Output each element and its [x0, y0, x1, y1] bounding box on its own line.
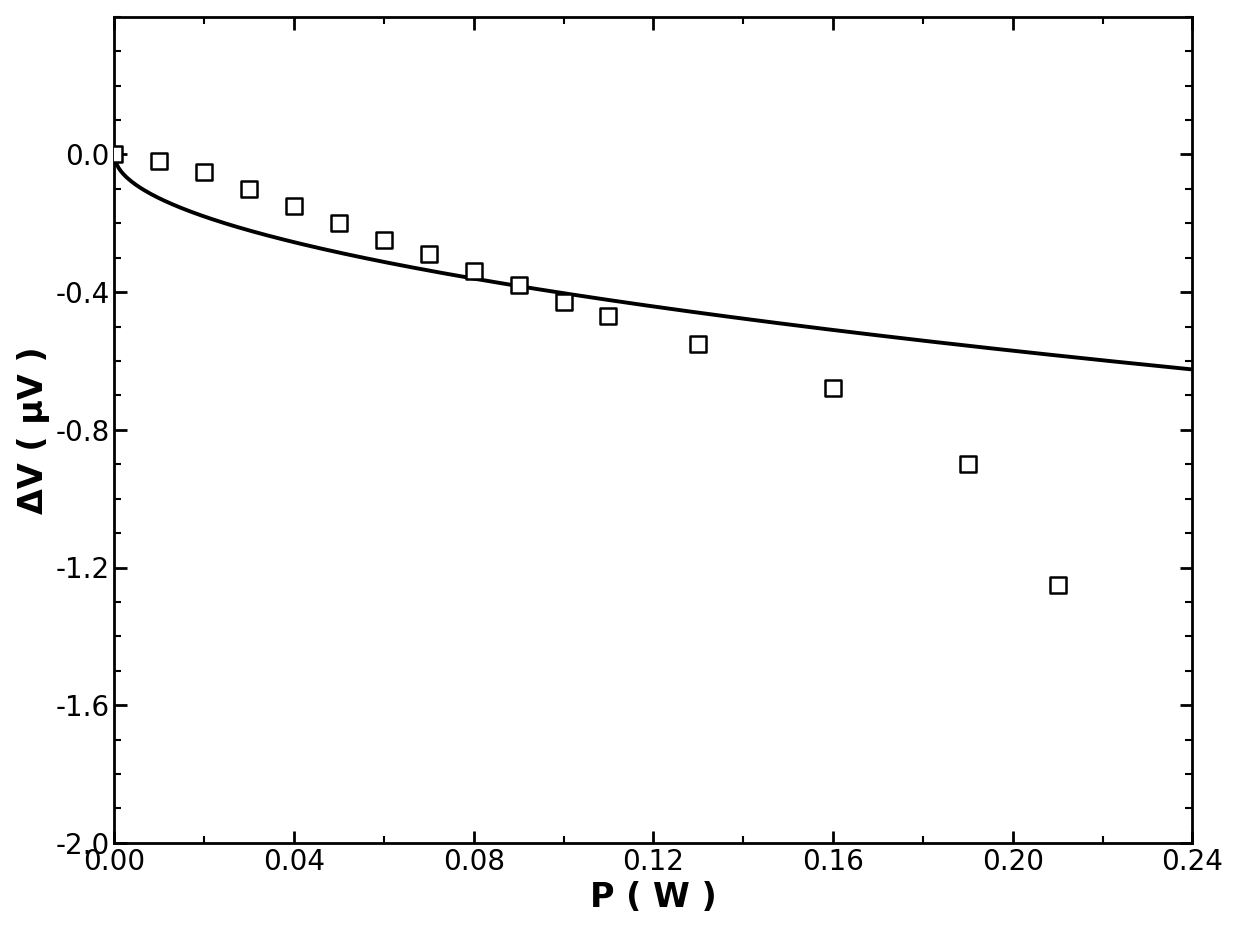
Point — [688, 336, 708, 351]
X-axis label: P ( W ): P ( W ) — [590, 882, 717, 914]
Point — [195, 164, 215, 179]
Point — [104, 147, 124, 162]
Point — [553, 295, 573, 310]
Point — [957, 457, 977, 472]
Point — [599, 309, 619, 324]
Y-axis label: ΔV ( μV ): ΔV ( μV ) — [16, 346, 50, 514]
Point — [239, 182, 259, 196]
Point — [284, 198, 304, 213]
Point — [508, 277, 528, 292]
Point — [329, 216, 348, 231]
Point — [374, 233, 394, 248]
Point — [464, 264, 484, 279]
Point — [823, 381, 843, 396]
Point — [149, 154, 169, 169]
Point — [419, 247, 439, 262]
Point — [1048, 577, 1068, 592]
